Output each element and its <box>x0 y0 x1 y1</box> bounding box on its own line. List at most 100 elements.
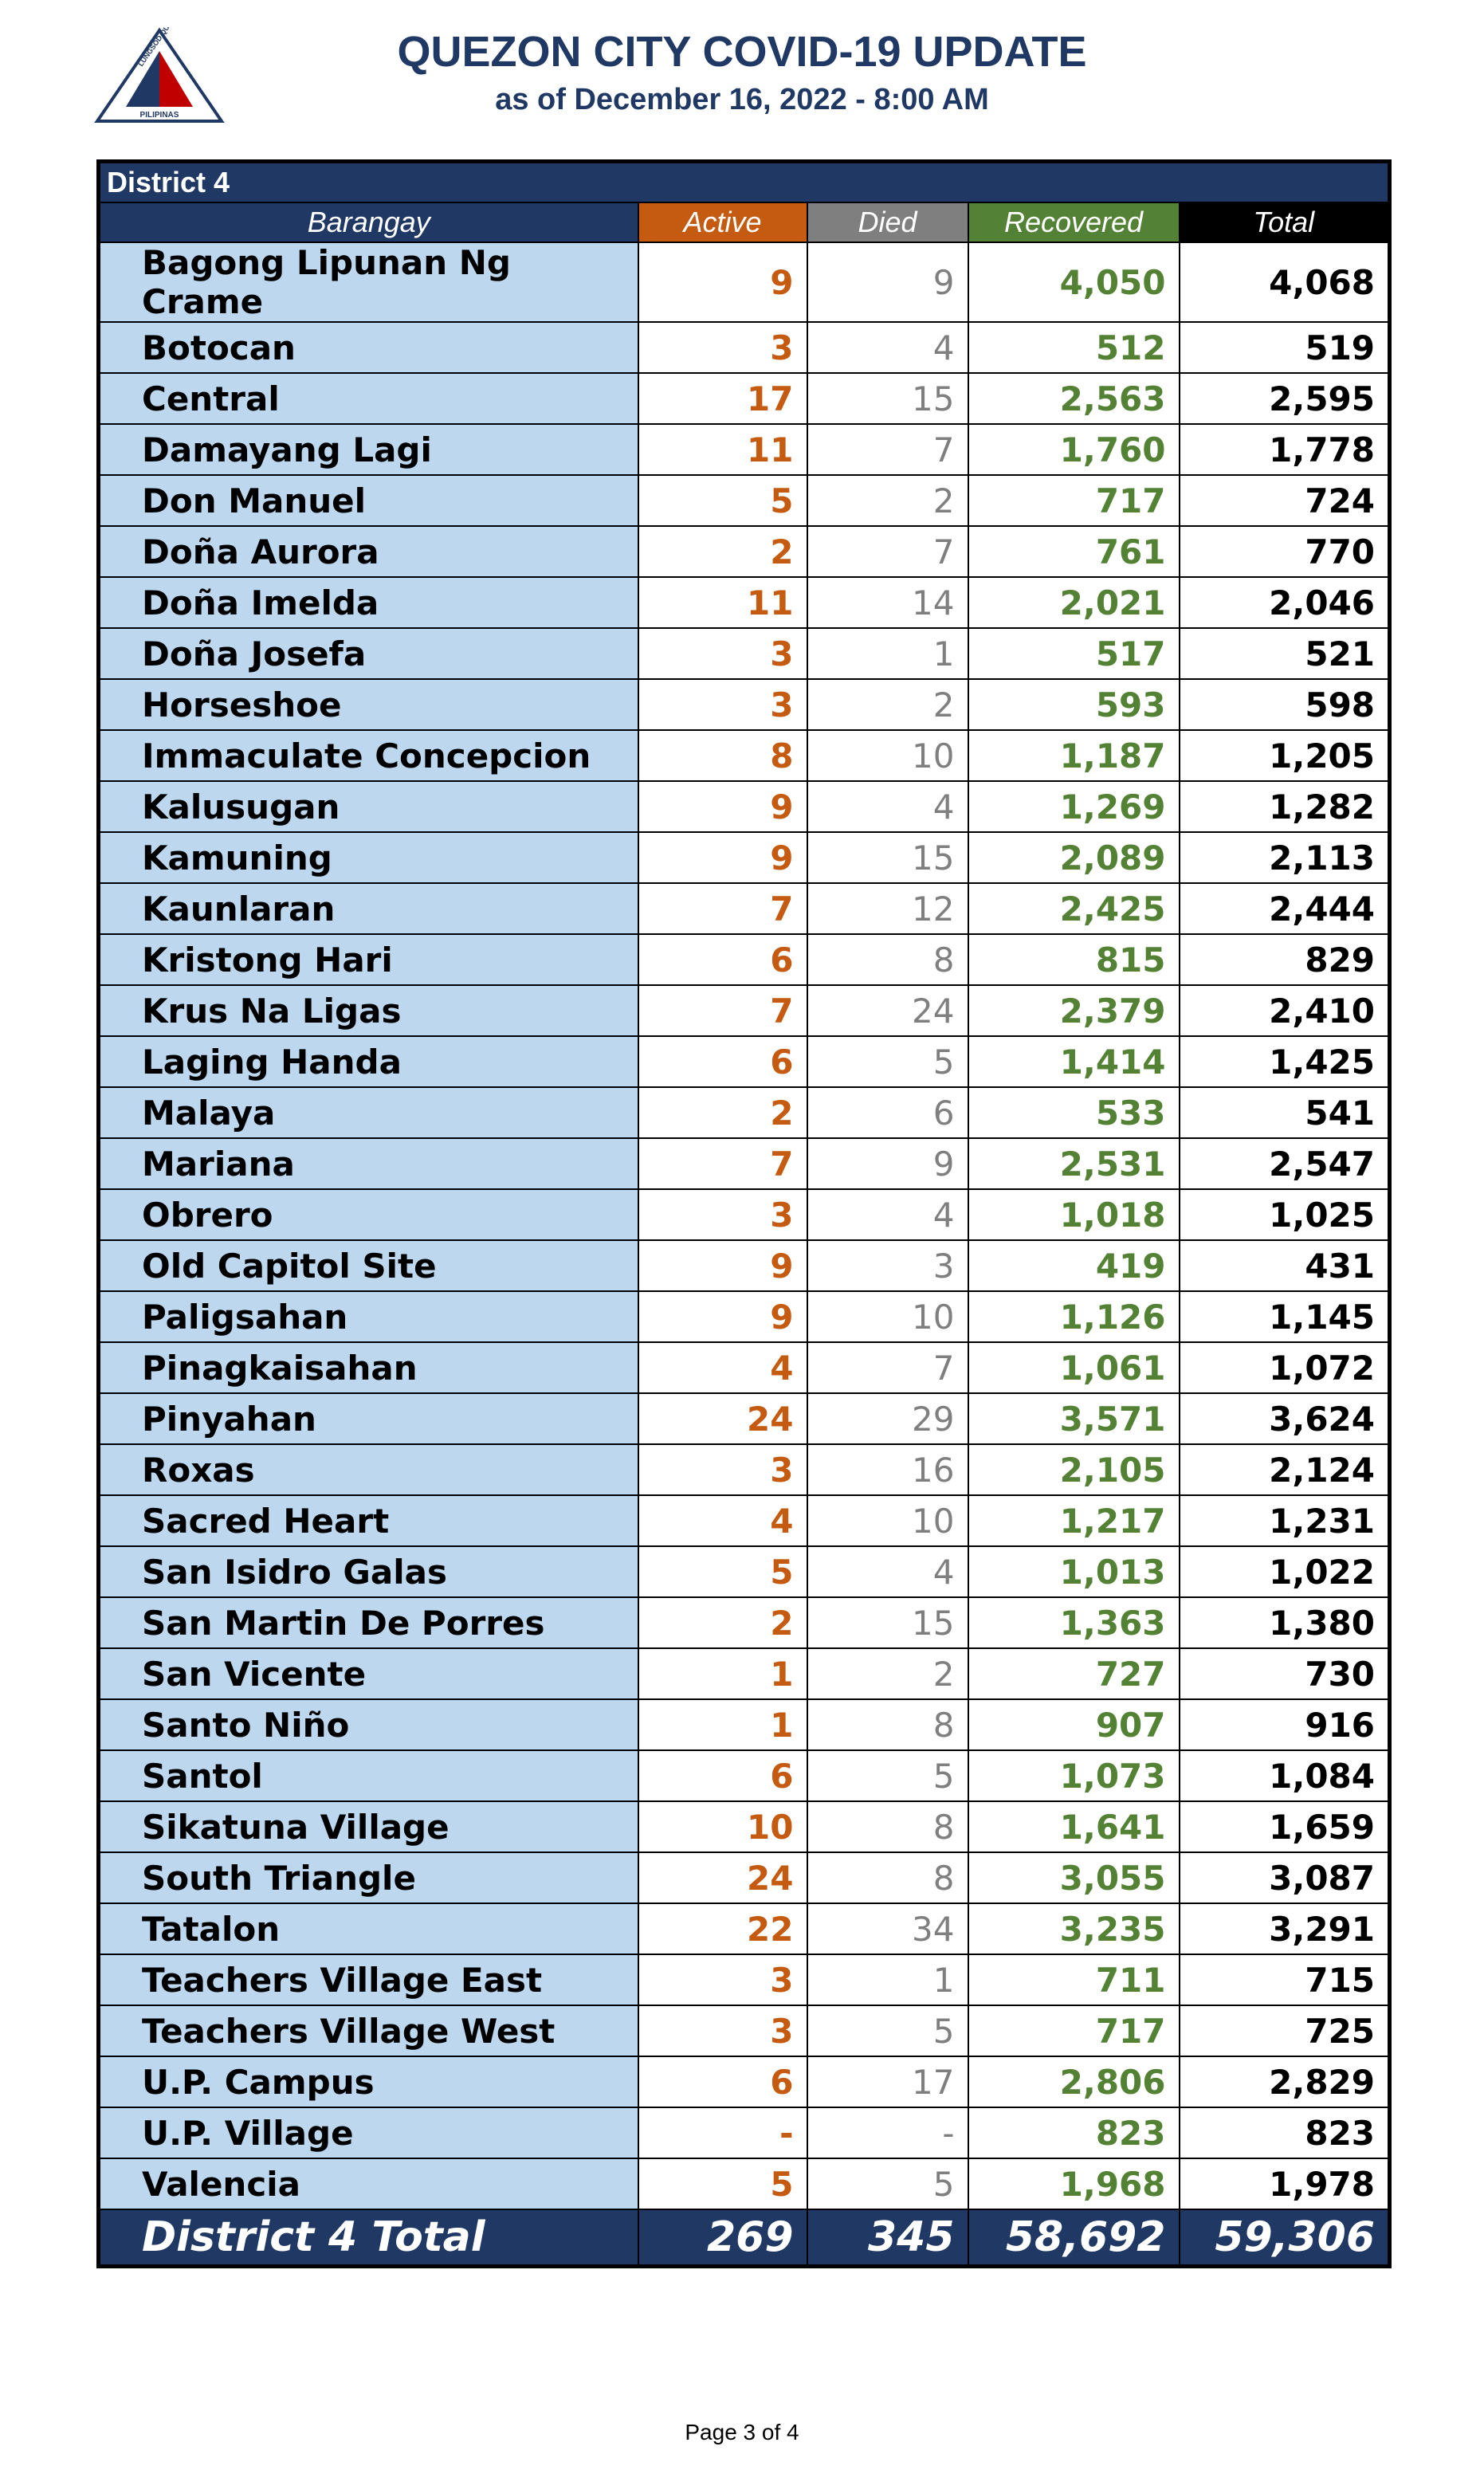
cell: 24 <box>806 984 969 1037</box>
cell: 3,571 <box>967 1392 1180 1445</box>
cell: 2,531 <box>967 1137 1180 1190</box>
cell: 1,778 <box>1178 423 1391 476</box>
cell: 2,379 <box>967 984 1180 1037</box>
cell: 4,050 <box>967 241 1180 323</box>
table-row: Doña Imelda 11 14 2,021 2,046 <box>97 576 1391 629</box>
column-header: Died <box>806 202 969 243</box>
cell: 815 <box>967 933 1180 986</box>
cell: 10 <box>806 729 969 782</box>
cell: 4 <box>806 1545 969 1598</box>
cell: 7 <box>637 984 808 1037</box>
barangay-name: Doña Imelda <box>97 576 639 629</box>
cell: 519 <box>1178 321 1391 374</box>
cell: 17 <box>806 2056 969 2108</box>
cell: 4,068 <box>1178 241 1391 323</box>
cell: 717 <box>967 474 1180 527</box>
table-row: Krus Na Ligas 7 24 2,379 2,410 <box>97 984 1391 1037</box>
barangay-name: Doña Aurora <box>97 525 639 578</box>
cell: 22 <box>637 1903 808 1955</box>
cell: 2,124 <box>1178 1443 1391 1496</box>
cell: 14 <box>806 576 969 629</box>
cell: 9 <box>637 1290 808 1343</box>
column-header: Active <box>637 202 808 243</box>
cell: 5 <box>806 2158 969 2210</box>
barangay-name: San Isidro Galas <box>97 1545 639 1598</box>
cell: 1 <box>637 1647 808 1700</box>
cell: 15 <box>806 1596 969 1649</box>
cell: 541 <box>1178 1086 1391 1139</box>
total-cell: 58,692 <box>967 2209 1180 2268</box>
barangay-name: Teachers Village West <box>97 2005 639 2057</box>
table-row: Botocan 3 4 512 519 <box>97 321 1391 374</box>
table-row: Sikatuna Village 10 8 1,641 1,659 <box>97 1800 1391 1853</box>
cell: 3 <box>637 678 808 731</box>
cell: 24 <box>637 1392 808 1445</box>
cell: 916 <box>1178 1698 1391 1751</box>
cell: 11 <box>637 423 808 476</box>
cell: 7 <box>637 1137 808 1190</box>
table-row: U.P. Village - -823 823 <box>97 2107 1391 2159</box>
cell: 761 <box>967 525 1180 578</box>
cell: 419 <box>967 1239 1180 1292</box>
table-row: San Isidro Galas 5 4 1,013 1,022 <box>97 1545 1391 1598</box>
total-cell: 59,306 <box>1178 2209 1391 2268</box>
cell: 17 <box>637 372 808 425</box>
district-title: District 4 <box>97 160 1391 203</box>
cell: 1,205 <box>1178 729 1391 782</box>
cell: 4 <box>806 780 969 833</box>
barangay-name: Don Manuel <box>97 474 639 527</box>
cell: 1,363 <box>967 1596 1180 1649</box>
table-row: Laging Handa 6 5 1,414 1,425 <box>97 1035 1391 1088</box>
table-row: Doña Josefa 3 1 517 521 <box>97 627 1391 680</box>
logo-bottom: PILIPINAS <box>140 111 179 120</box>
cell: 1,282 <box>1178 780 1391 833</box>
table-row: Pinyahan 24 29 3,571 3,624 <box>97 1392 1391 1445</box>
cell: 6 <box>637 1749 808 1802</box>
cell: 2,595 <box>1178 372 1391 425</box>
barangay-name: Paligsahan <box>97 1290 639 1343</box>
cell: 598 <box>1178 678 1391 731</box>
cell: 725 <box>1178 2005 1391 2057</box>
barangay-name: Kalusugan <box>97 780 639 833</box>
barangay-name: U.P. Campus <box>97 2056 639 2108</box>
cell: 6 <box>637 1035 808 1088</box>
title: QUEZON CITY COVID-19 UPDATE <box>397 28 1087 76</box>
cell: 823 <box>967 2107 1180 2159</box>
barangay-name: Central <box>97 372 639 425</box>
cell: 2 <box>806 474 969 527</box>
cell: 9 <box>637 1239 808 1292</box>
cell: 1,073 <box>967 1749 1180 1802</box>
cell: 5 <box>637 1545 808 1598</box>
cell: 907 <box>967 1698 1180 1751</box>
cell: 9 <box>806 241 969 323</box>
cell: 9 <box>637 831 808 884</box>
cell: 2,806 <box>967 2056 1180 2108</box>
barangay-name: Damayang Lagi <box>97 423 639 476</box>
barangay-name: Old Capitol Site <box>97 1239 639 1292</box>
column-header: Barangay <box>97 202 639 243</box>
cell: 1,022 <box>1178 1545 1391 1598</box>
cell: 2 <box>637 1596 808 1649</box>
table-row: Teachers Village West 3 5 717 725 <box>97 2005 1391 2057</box>
cell: 3,235 <box>967 1903 1180 1955</box>
cell: 34 <box>806 1903 969 1955</box>
cell: 6 <box>806 1086 969 1139</box>
cell: 10 <box>806 1494 969 1547</box>
cell: 5 <box>806 1035 969 1088</box>
cell: 823 <box>1178 2107 1391 2159</box>
table-row: Santol 6 5 1,073 1,084 <box>97 1749 1391 1802</box>
cell: 1,025 <box>1178 1188 1391 1241</box>
barangay-name: Sacred Heart <box>97 1494 639 1547</box>
column-header: Recovered <box>967 202 1180 243</box>
table-row: Bagong Lipunan Ng Crame 9 9 4,050 4,068 <box>97 241 1391 323</box>
barangay-name: Sikatuna Village <box>97 1800 639 1853</box>
total-cell: 345 <box>806 2209 969 2268</box>
cell: 2,089 <box>967 831 1180 884</box>
barangay-name: Teachers Village East <box>97 1954 639 2006</box>
cell: 1,217 <box>967 1494 1180 1547</box>
table-row: Horseshoe 3 2 593 598 <box>97 678 1391 731</box>
cell: 3,624 <box>1178 1392 1391 1445</box>
cell: 3,055 <box>967 1851 1180 1904</box>
cell: 1,231 <box>1178 1494 1391 1547</box>
cell: 1,414 <box>967 1035 1180 1088</box>
